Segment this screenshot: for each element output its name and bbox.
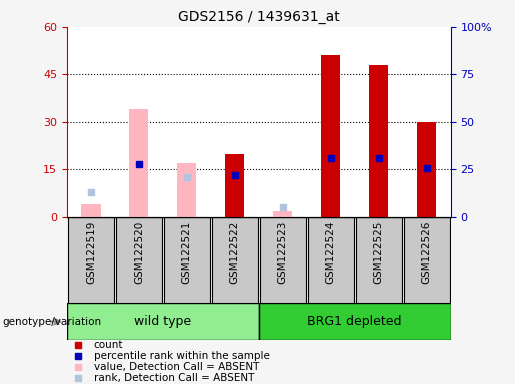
Text: GSM122526: GSM122526 <box>422 220 432 284</box>
Bar <box>307 217 354 303</box>
Text: rank, Detection Call = ABSENT: rank, Detection Call = ABSENT <box>94 374 254 384</box>
Title: GDS2156 / 1439631_at: GDS2156 / 1439631_at <box>178 10 340 25</box>
Text: GSM122524: GSM122524 <box>325 220 336 284</box>
Text: GSM122523: GSM122523 <box>278 220 288 284</box>
Bar <box>129 109 148 217</box>
Text: GSM122522: GSM122522 <box>230 220 240 284</box>
Bar <box>356 217 402 303</box>
Bar <box>116 217 162 303</box>
Text: genotype/variation: genotype/variation <box>3 316 101 327</box>
Text: GSM122521: GSM122521 <box>182 220 192 284</box>
Text: wild type: wild type <box>134 315 192 328</box>
Bar <box>212 217 258 303</box>
Bar <box>177 163 196 217</box>
Bar <box>164 217 210 303</box>
Bar <box>67 303 259 340</box>
Bar <box>417 122 436 217</box>
Bar <box>81 204 100 217</box>
Text: percentile rank within the sample: percentile rank within the sample <box>94 351 270 361</box>
Bar <box>260 217 306 303</box>
Bar <box>225 154 245 217</box>
Bar <box>273 211 293 217</box>
Text: GSM122519: GSM122519 <box>86 220 96 284</box>
Bar <box>321 55 340 217</box>
Bar <box>68 217 114 303</box>
Bar <box>369 65 388 217</box>
Text: GSM122520: GSM122520 <box>134 220 144 284</box>
Text: BRG1 depleted: BRG1 depleted <box>307 315 402 328</box>
Text: value, Detection Call = ABSENT: value, Detection Call = ABSENT <box>94 362 259 372</box>
Bar <box>259 303 451 340</box>
Bar <box>404 217 450 303</box>
Text: GSM122525: GSM122525 <box>374 220 384 284</box>
Text: count: count <box>94 340 123 350</box>
